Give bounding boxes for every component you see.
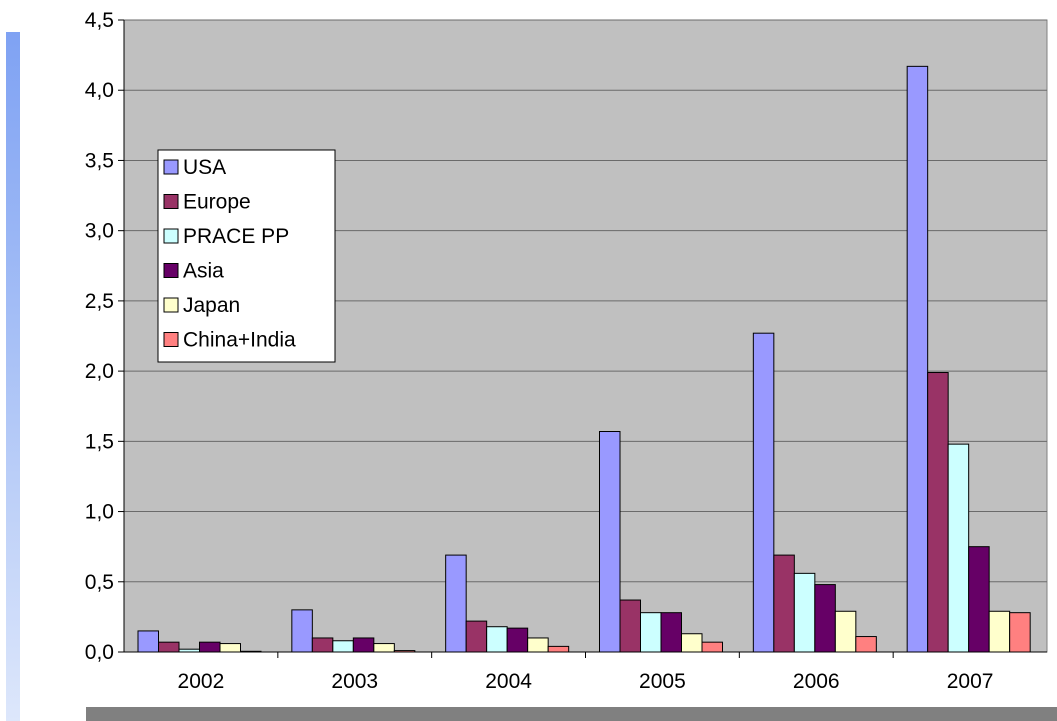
bar-usa-2003: [291, 609, 313, 653]
bar-japan-2006: [834, 610, 857, 653]
legend-swatch: [163, 297, 179, 313]
bar-japan-2007: [988, 610, 1011, 653]
y-tick-label: 2,5: [85, 290, 114, 313]
legend-swatch: [163, 159, 179, 175]
bar-japan-2003: [373, 643, 395, 653]
bar-prace-pp-2003: [332, 640, 354, 653]
bar-japan-2004: [527, 637, 549, 653]
bar-europe-2007: [927, 372, 949, 653]
bar-europe-2003: [311, 637, 334, 653]
x-tick-label: 2002: [178, 670, 225, 693]
bar-europe-2004: [465, 620, 488, 653]
bar-prace-pp-2006: [793, 572, 816, 653]
bar-asia-2007: [968, 546, 990, 653]
bar-asia-2005: [660, 612, 682, 653]
legend-swatch: [163, 228, 179, 244]
legend-label: China+India: [183, 329, 296, 352]
bar-usa-2006: [752, 332, 775, 653]
axes: 0,0 0,5 1,0 1,5 2,0 2,5 3,0 3,5 4,0 4,5 2002 2003 20…: [85, 9, 1047, 693]
y-tick-label: 2,0: [85, 360, 114, 383]
bar-usa-2005: [599, 431, 621, 653]
bar-china-india-2005: [701, 641, 723, 653]
legend-box: [157, 149, 336, 363]
bar-asia-2004: [506, 627, 529, 653]
bar-asia-2006: [814, 584, 836, 653]
legend-label: PRACE PP: [183, 225, 289, 248]
y-tick-label: 1,0: [85, 501, 114, 524]
x-tick-label: 2004: [485, 670, 532, 693]
bar-asia-2002: [199, 641, 221, 653]
y-tick-label: 0,5: [85, 571, 114, 594]
bottom-bar: [86, 707, 1057, 721]
bar-japan-2002: [219, 643, 241, 653]
legend-label: USA: [183, 156, 226, 179]
bar-europe-2005: [619, 599, 641, 653]
legend-swatch: [163, 332, 179, 347]
x-tick-label: 2006: [793, 670, 840, 693]
legend-label: Japan: [183, 294, 240, 317]
bar-usa-2007: [906, 65, 929, 653]
legend-label: Europe: [183, 191, 251, 214]
bar-china-india-2006: [855, 636, 877, 653]
legend-label: Asia: [183, 260, 224, 283]
bar-china-india-2007: [1009, 612, 1031, 653]
legend-swatch: [163, 194, 179, 209]
x-tick-label: 2007: [947, 670, 994, 693]
x-tick-label: 2003: [331, 670, 378, 693]
y-tick-label: 4,0: [85, 79, 114, 102]
legend-swatch: [163, 263, 179, 278]
left-accent-bar: [6, 32, 20, 721]
bar-europe-2002: [158, 641, 180, 653]
bar-usa-2002: [137, 630, 159, 653]
bar-asia-2003: [352, 637, 375, 653]
bar-prace-pp-2007: [947, 443, 970, 653]
bar-prace-pp-2005: [640, 612, 662, 653]
y-tick-label: 3,0: [85, 220, 114, 243]
y-tick-label: 3,5: [85, 149, 114, 172]
y-tick-label: 1,5: [85, 430, 114, 453]
bar-japan-2005: [681, 633, 703, 653]
bar-usa-2004: [445, 554, 467, 653]
bars: [137, 65, 1031, 653]
bar-china-india-2004: [547, 645, 570, 653]
bar-prace-pp-2004: [486, 626, 508, 653]
y-tick-label: 4,5: [85, 9, 114, 32]
bar-europe-2006: [773, 554, 795, 653]
x-tick-label: 2005: [639, 670, 686, 693]
legend: USA Europe PRACE PP Asia Japan China+India: [157, 149, 336, 363]
y-tick-label: 0,0: [85, 641, 114, 664]
